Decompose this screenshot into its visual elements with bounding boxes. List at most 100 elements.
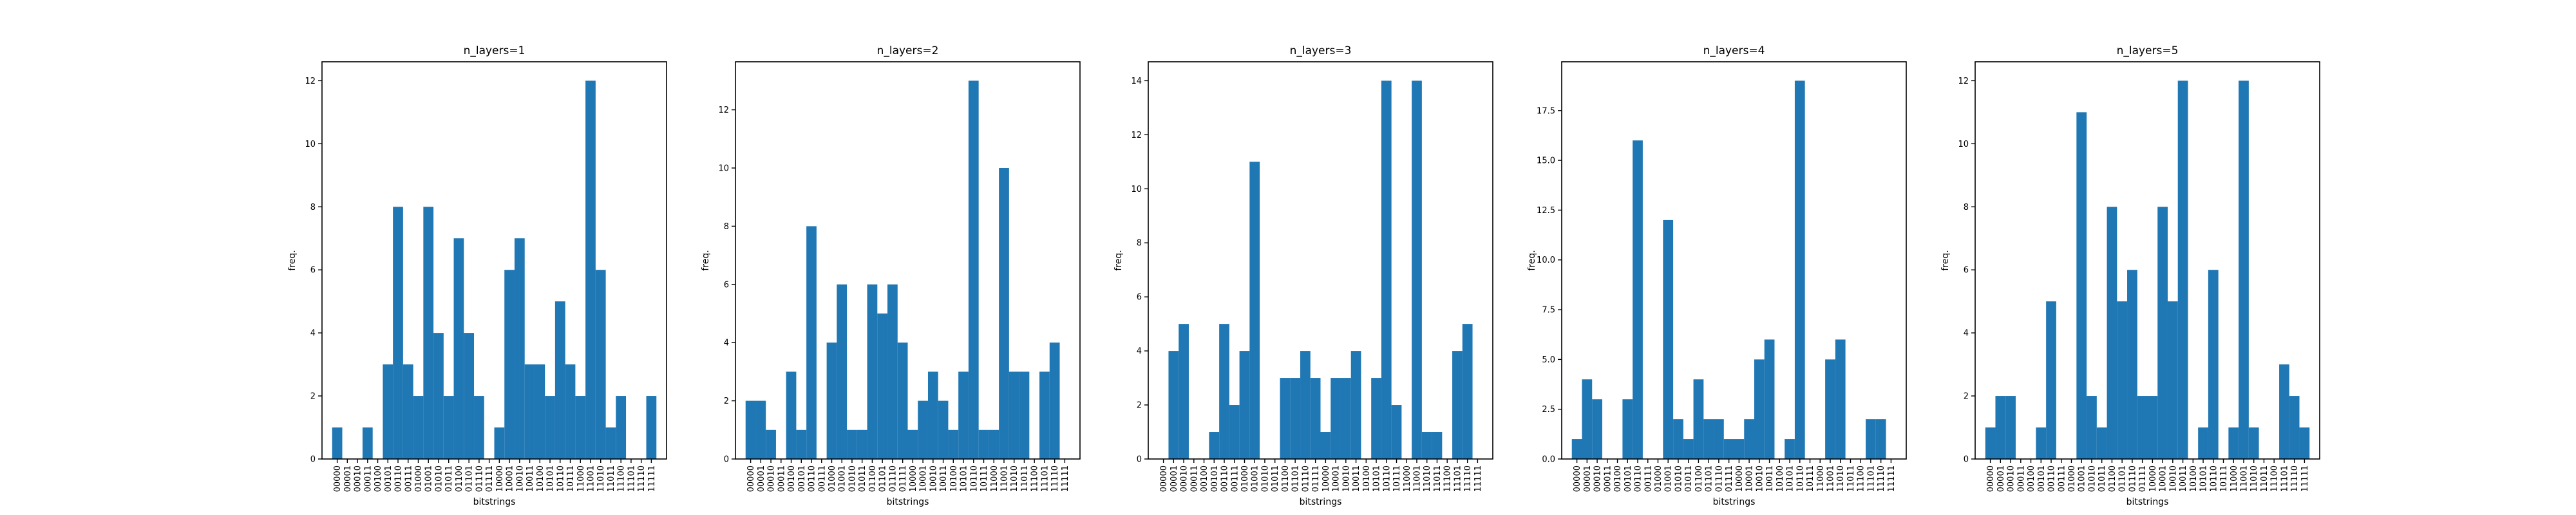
bar-00010 — [2005, 396, 2016, 459]
y-tick-label: 12.5 — [1537, 206, 1555, 216]
x-tick-label: 11110 — [1877, 465, 1886, 492]
bar-00000 — [745, 400, 756, 459]
bar-00000 — [1985, 427, 1996, 459]
bar-10101 — [2198, 427, 2208, 459]
bar-10010 — [1754, 359, 1765, 459]
x-tick-label: 11000 — [990, 465, 999, 492]
x-tick-label: 00000 — [1986, 465, 1996, 492]
x-tick-label: 11101 — [1453, 465, 1463, 492]
x-tick-label: 10111 — [980, 465, 989, 492]
y-tick-label: 2.5 — [1542, 405, 1555, 415]
x-tick-label: 01000 — [2067, 465, 2077, 492]
x-tick-label: 11000 — [1403, 465, 1412, 492]
y-tick-label: 10 — [305, 140, 316, 149]
x-tick-label: 11100 — [1030, 465, 1040, 492]
bar-11010 — [1009, 371, 1019, 459]
y-tick-label: 0 — [1964, 455, 1969, 465]
bar-00001 — [1168, 351, 1179, 459]
bar-01000 — [826, 342, 837, 459]
x-tick-label: 11101 — [2280, 465, 2289, 492]
bar-11000 — [989, 429, 999, 459]
x-tick-label: 11001 — [2239, 465, 2249, 492]
x-tick-label: 00011 — [2016, 465, 2026, 492]
x-tick-label: 00010 — [1593, 465, 1603, 492]
x-tick-label: 01010 — [2087, 465, 2097, 492]
x-tick-label: 11111 — [1061, 465, 1070, 492]
x-tick-label: 10110 — [1795, 465, 1805, 492]
bar-10001 — [504, 270, 515, 459]
x-tick-label: 01101 — [878, 465, 888, 492]
x-axis-label: bitstrings — [473, 497, 516, 507]
x-tick-label: 01100 — [1694, 465, 1704, 492]
x-tick-label: 10111 — [566, 465, 576, 492]
bar-10010 — [1340, 378, 1351, 459]
x-tick-label: 11110 — [637, 465, 647, 492]
bar-11110 — [1875, 419, 1886, 459]
x-tick-label: 11001 — [999, 465, 1009, 492]
x-tick-label: 01011 — [858, 465, 867, 492]
bar-10011 — [1350, 351, 1361, 459]
bar-01011 — [1683, 439, 1694, 459]
x-tick-label: 01110 — [475, 465, 484, 492]
bar-11110 — [1462, 324, 1473, 459]
bar-01000 — [1239, 351, 1250, 459]
bar-10001 — [1744, 419, 1754, 459]
bar-00110 — [393, 207, 403, 459]
bar-11101 — [1452, 351, 1463, 459]
x-tick-label: 10101 — [1786, 465, 1795, 492]
x-tick-label: 11101 — [1040, 465, 1050, 492]
x-tick-label: 11111 — [1887, 465, 1897, 492]
bar-01010 — [2087, 396, 2097, 459]
x-tick-label: 11010 — [596, 465, 606, 492]
bar-10101 — [1371, 378, 1381, 459]
y-tick-label: 6 — [1137, 293, 1142, 303]
x-tick-label: 00111 — [1230, 465, 1240, 492]
x-tick-label: 01011 — [444, 465, 454, 492]
x-tick-label: 11000 — [1816, 465, 1826, 492]
x-tick-label: 11100 — [1443, 465, 1453, 492]
bar-01110 — [2127, 270, 2137, 459]
x-tick-label: 10001 — [1745, 465, 1755, 492]
bar-10010 — [514, 238, 525, 459]
bar-00110 — [806, 226, 817, 459]
y-tick-label: 4 — [310, 329, 316, 339]
bar-00010 — [1592, 399, 1602, 459]
x-tick-label: 10001 — [1332, 465, 1341, 492]
axes-frame — [1561, 61, 1907, 460]
y-tick-label: 10 — [1131, 185, 1142, 194]
x-tick-label: 10001 — [506, 465, 515, 492]
y-tick-label: 12 — [1131, 131, 1142, 140]
x-axis-label: bitstrings — [2126, 497, 2169, 507]
x-tick-label: 00100 — [1200, 465, 1209, 492]
y-axis-label: freq. — [1940, 250, 1951, 270]
x-tick-label: 10100 — [1776, 465, 1785, 492]
x-tick-label: 00110 — [394, 465, 404, 492]
x-tick-label: 00001 — [1996, 465, 2006, 492]
bar-11001 — [1825, 359, 1835, 459]
y-axis-label: freq. — [1527, 250, 1537, 270]
x-tick-label: 10101 — [960, 465, 969, 492]
bar-00001 — [1995, 396, 2006, 459]
y-tick-label: 12 — [305, 77, 316, 86]
bar-01100 — [867, 284, 878, 459]
bar-10011 — [524, 364, 535, 459]
x-tick-label: 10001 — [2159, 465, 2168, 492]
x-tick-label: 00001 — [757, 465, 766, 492]
x-tick-label: 11010 — [1836, 465, 1846, 492]
bar-10000 — [494, 427, 505, 459]
x-tick-label: 10111 — [1806, 465, 1815, 492]
y-axis-label: freq. — [1113, 250, 1124, 270]
x-tick-label: 01010 — [1260, 465, 1270, 492]
x-tick-label: 01001 — [2078, 465, 2087, 492]
bar-01011 — [443, 396, 454, 459]
y-tick-label: 0.0 — [1542, 455, 1555, 465]
x-tick-label: 10000 — [909, 465, 918, 492]
x-tick-label: 11011 — [2260, 465, 2269, 492]
bar-10111 — [1391, 405, 1402, 459]
bar-10110 — [554, 301, 565, 459]
bar-11010 — [2248, 427, 2259, 459]
x-tick-label: 01111 — [1311, 465, 1321, 492]
x-tick-label: 10110 — [1382, 465, 1392, 492]
